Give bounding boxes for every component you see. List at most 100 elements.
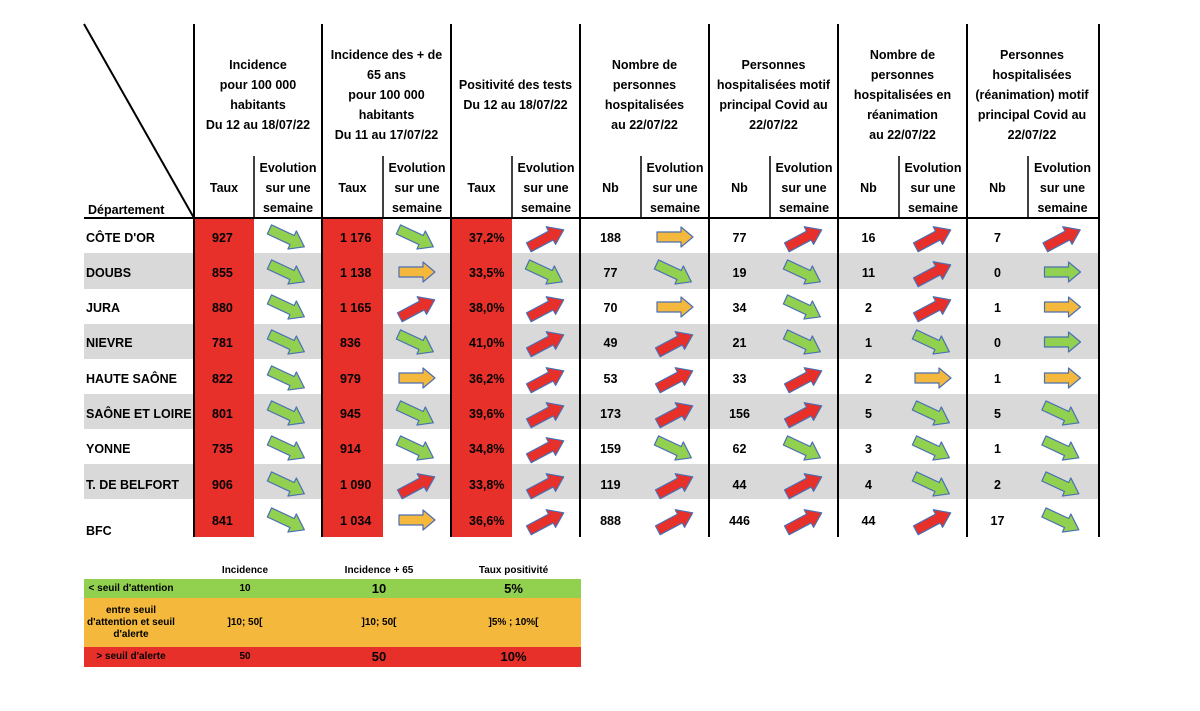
evolution-down-green-arrow-icon xyxy=(395,329,434,355)
evolution-up-red-arrow-icon xyxy=(654,473,694,500)
group-header-line: principal Covid au xyxy=(719,98,827,112)
evolution-down-green-arrow-icon xyxy=(653,259,692,285)
group-header-line: habitants xyxy=(359,108,415,122)
group-header-line: pour 100 000 xyxy=(220,78,296,92)
cell-value: 1 xyxy=(994,301,1001,315)
cell-value: 38,0% xyxy=(469,301,504,315)
evolution-right-green-arrow-icon xyxy=(1043,261,1082,283)
legend-value: 50 xyxy=(178,647,312,667)
subheader-value: Nb xyxy=(860,181,877,195)
cell-value: 880 xyxy=(212,301,233,315)
legend-value: 10 xyxy=(178,579,312,598)
subheader-evolution: Evolution xyxy=(1034,161,1091,175)
legend-header-row: Incidence Incidence + 65 Taux positivité xyxy=(84,561,581,579)
evolution-up-red-arrow-icon xyxy=(525,402,565,429)
group-header-line: personnes xyxy=(613,78,676,92)
alert-column xyxy=(322,218,383,537)
cell-value: 34,8% xyxy=(469,442,504,456)
evolution-down-green-arrow-icon xyxy=(266,224,305,250)
group-header-line: Du 11 au 17/07/22 xyxy=(335,128,439,142)
cell-value: 77 xyxy=(733,231,747,245)
evolution-up-red-arrow-icon xyxy=(396,473,436,500)
cell-value: 188 xyxy=(600,231,621,245)
legend-header-positivity: Taux positivité xyxy=(478,564,549,576)
corner-label: Département xyxy=(88,203,165,217)
subheader-evolution: Evolution xyxy=(647,161,704,175)
cell-value: 62 xyxy=(733,442,747,456)
evolution-down-green-arrow-icon xyxy=(911,435,950,461)
dept-name: HAUTE SAÔNE xyxy=(86,371,177,386)
group-header-line: Positivité des tests xyxy=(459,78,572,92)
cell-value: 446 xyxy=(729,514,750,528)
evolution-up-red-arrow-icon xyxy=(525,367,565,394)
dept-name: NIEVRE xyxy=(86,336,133,350)
subheader-evolution: sur une xyxy=(652,181,697,195)
cell-value: 855 xyxy=(212,266,233,280)
evolution-up-red-arrow-icon xyxy=(525,331,565,358)
cell-value: 41,0% xyxy=(469,336,504,350)
evolution-down-green-arrow-icon xyxy=(653,435,692,461)
cell-value: 44 xyxy=(862,514,876,528)
dept-name: DOUBS xyxy=(86,266,131,280)
subheader-evolution: sur une xyxy=(394,181,439,195)
evolution-up-red-arrow-icon xyxy=(396,296,436,323)
cell-value: 1 090 xyxy=(340,478,371,492)
cell-value: 836 xyxy=(340,336,361,350)
cell-value: 979 xyxy=(340,372,361,386)
group-header-line: 65 ans xyxy=(367,68,406,82)
evolution-down-green-arrow-icon xyxy=(395,400,434,426)
threshold-legend: Incidence Incidence + 65 Taux positivité… xyxy=(84,561,581,667)
evolution-down-green-arrow-icon xyxy=(1041,400,1080,426)
evolution-up-red-arrow-icon xyxy=(783,226,823,253)
evolution-up-red-arrow-icon xyxy=(783,402,823,429)
legend-value: ]10; 50[ xyxy=(312,598,446,647)
cell-value: 44 xyxy=(733,478,747,492)
cell-value: 77 xyxy=(604,266,618,280)
subheader-evolution: Evolution xyxy=(389,161,446,175)
group-header-line: hospitalisées motif xyxy=(717,78,831,92)
evolution-up-red-arrow-icon xyxy=(912,261,952,288)
corner-diagonal xyxy=(83,23,195,219)
cell-value: 1 034 xyxy=(340,514,371,528)
cell-value: 33,5% xyxy=(469,266,504,280)
evolution-down-green-arrow-icon xyxy=(266,435,305,461)
evolution-up-red-arrow-icon xyxy=(654,509,694,536)
evolution-down-green-arrow-icon xyxy=(911,400,950,426)
subheader-value: Nb xyxy=(731,181,748,195)
cell-value: 801 xyxy=(212,407,233,421)
cell-value: 0 xyxy=(994,266,1001,280)
evolution-down-green-arrow-icon xyxy=(266,294,305,320)
subheader-evolution: sur une xyxy=(781,181,826,195)
dept-name: BFC xyxy=(86,524,112,538)
subheader-value: Nb xyxy=(602,181,619,195)
cell-value: 119 xyxy=(600,478,620,492)
evolution-up-red-arrow-icon xyxy=(525,509,565,536)
legend-row-between: entre seuil d'attention et seuil d'alert… xyxy=(84,598,581,647)
subheader-evolution: semaine xyxy=(650,201,700,215)
group-header-line: pour 100 000 xyxy=(348,88,424,102)
subheader-evolution: Evolution xyxy=(518,161,575,175)
evolution-right-yellow-arrow-icon xyxy=(656,226,694,248)
cell-value: 159 xyxy=(600,442,621,456)
cell-value: 2 xyxy=(865,372,872,386)
cell-value: 1 xyxy=(994,442,1001,456)
evolution-up-red-arrow-icon xyxy=(783,367,823,394)
legend-value: 50 xyxy=(312,647,446,667)
evolution-up-red-arrow-icon xyxy=(654,331,694,358)
subheader-evolution: semaine xyxy=(908,201,958,215)
evolution-up-red-arrow-icon xyxy=(783,473,823,500)
cell-value: 49 xyxy=(604,336,618,350)
evolution-right-yellow-arrow-icon xyxy=(398,509,436,531)
subheader-evolution: sur une xyxy=(523,181,568,195)
cell-value: 822 xyxy=(212,372,233,386)
cell-value: 3 xyxy=(865,442,872,456)
group-header-line: Incidence xyxy=(229,58,287,72)
group-header-line: Du 12 au 18/07/22 xyxy=(206,118,310,132)
subheader-value: Taux xyxy=(338,181,366,195)
legend-value: ]5% ; 10%[ xyxy=(446,598,581,647)
evolution-down-green-arrow-icon xyxy=(395,224,434,250)
cell-value: 781 xyxy=(212,336,233,350)
evolution-down-green-arrow-icon xyxy=(911,329,950,355)
group-header-line: principal Covid au xyxy=(978,108,1086,122)
